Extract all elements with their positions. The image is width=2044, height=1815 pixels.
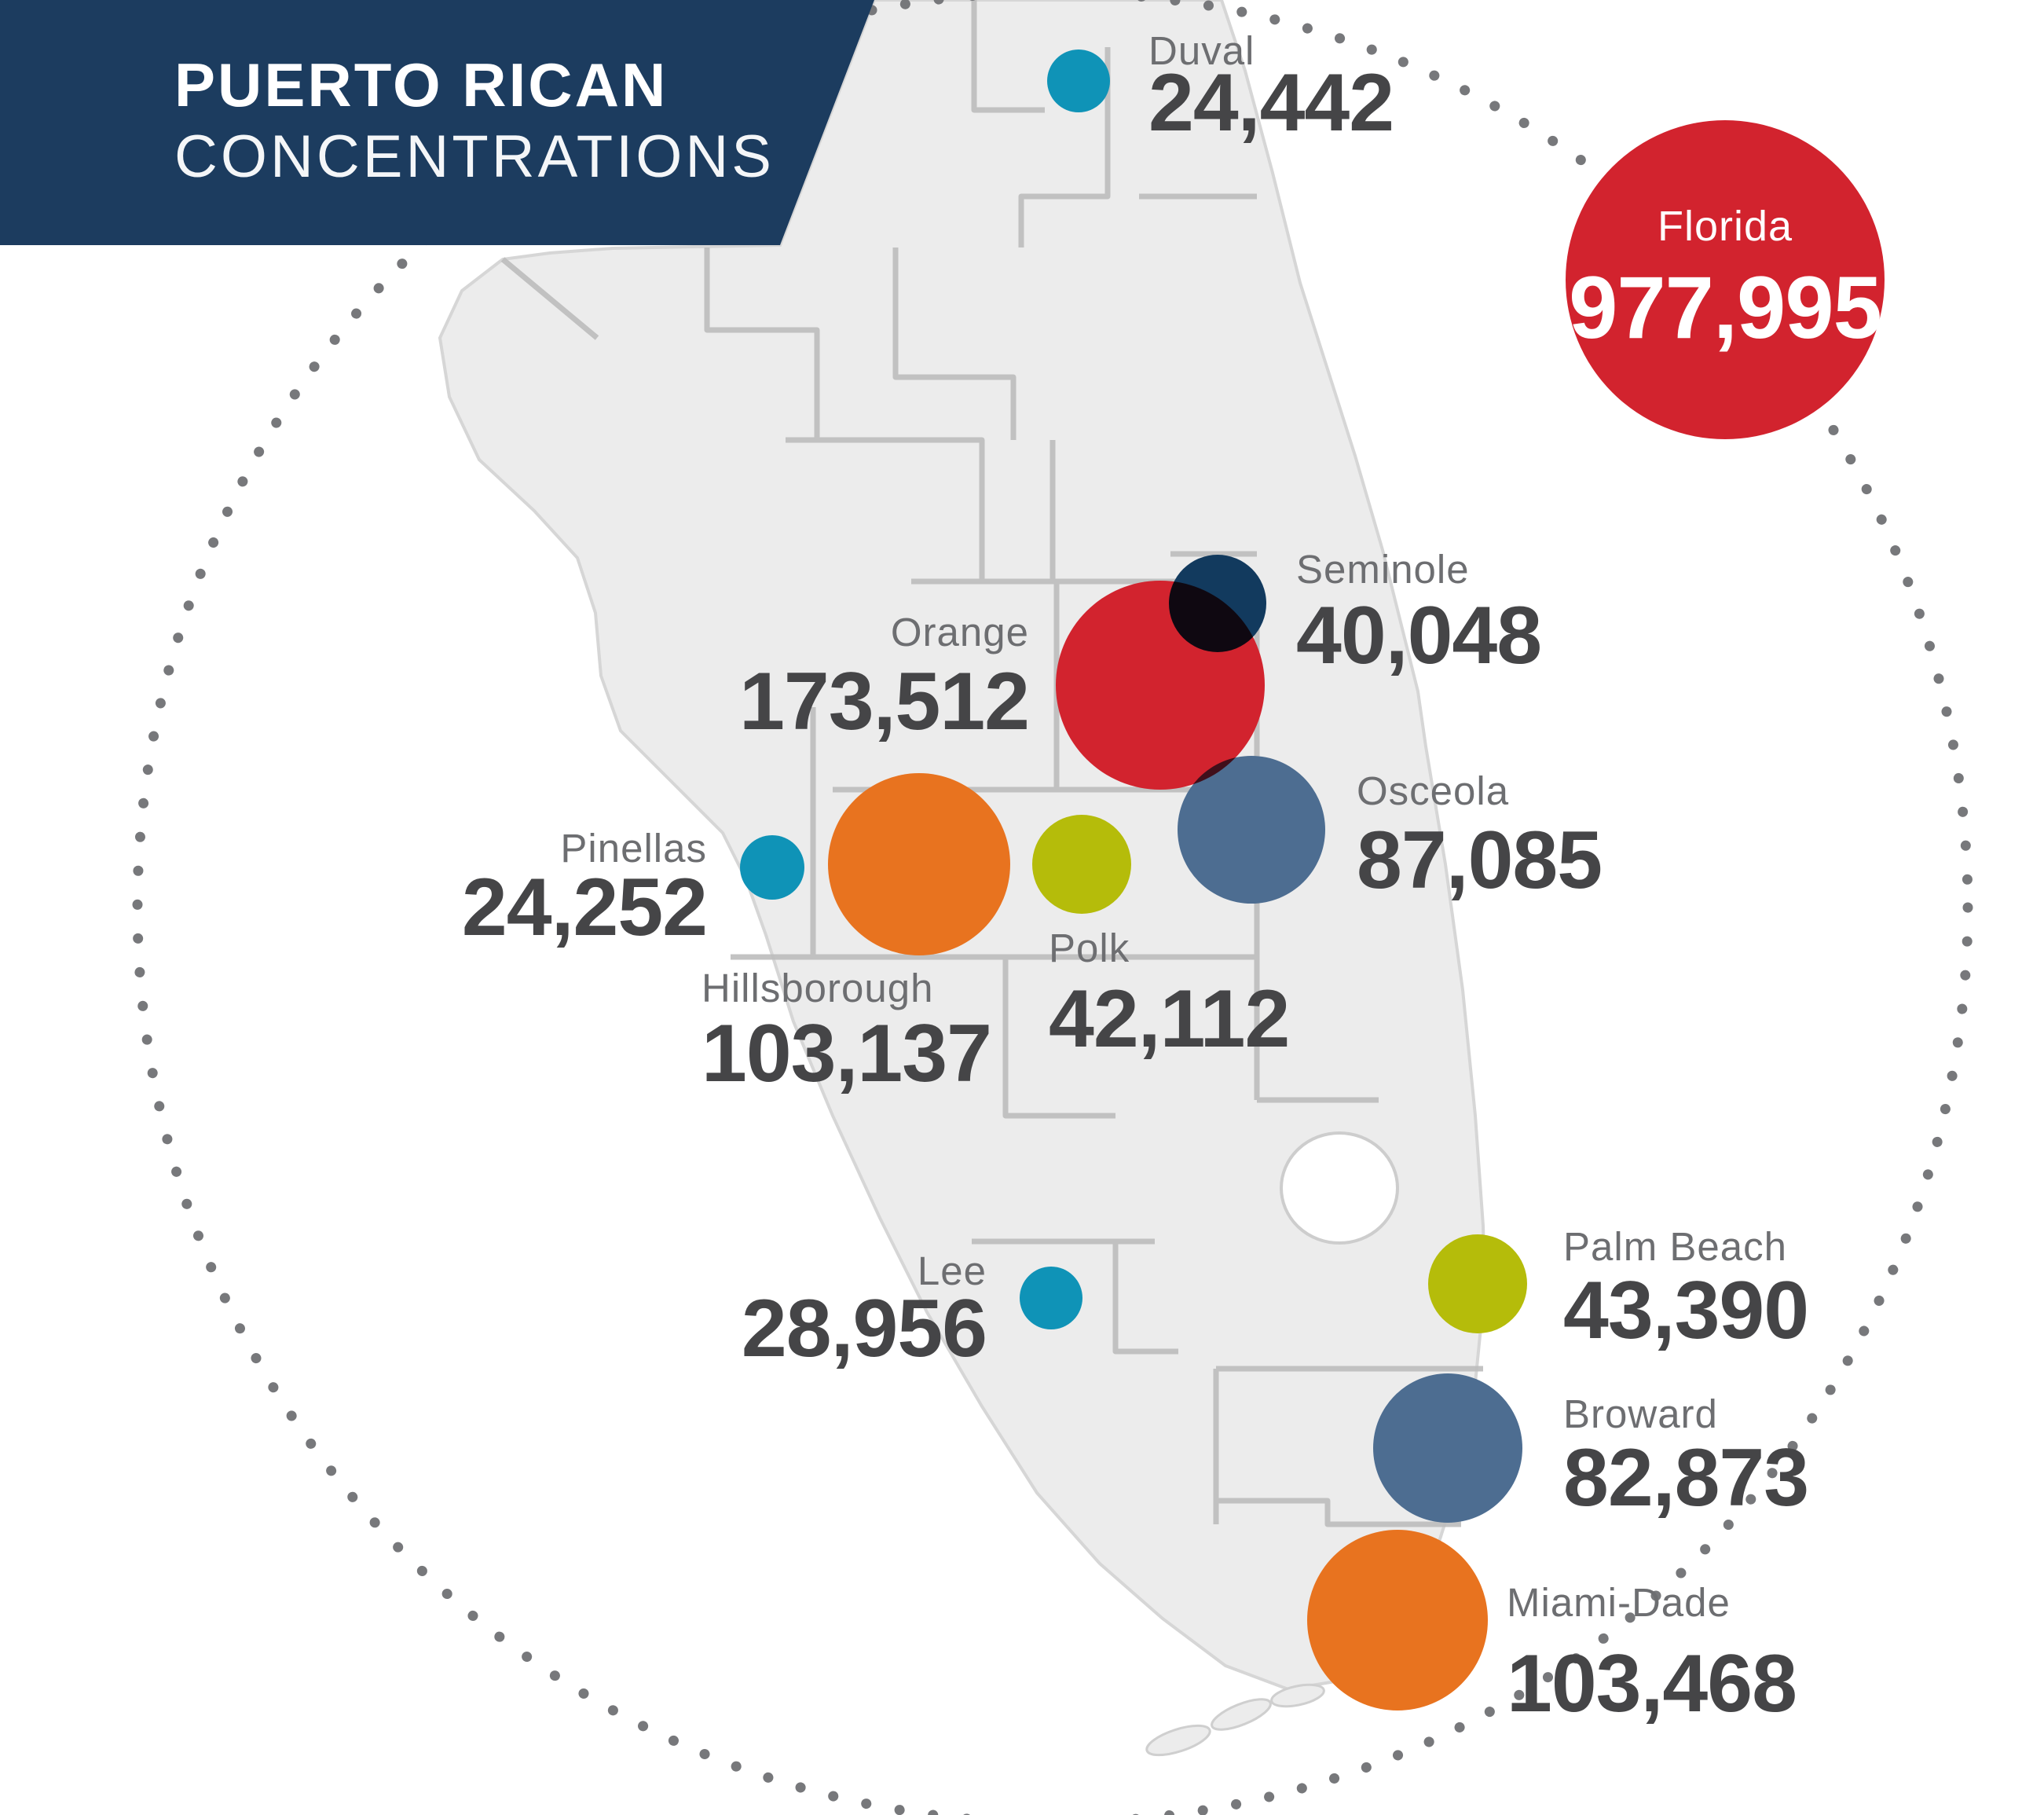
county-name-label: Lee xyxy=(917,1248,987,1293)
county-bubble xyxy=(1178,756,1325,904)
county-name-label: Seminole xyxy=(1296,547,1470,592)
county-bubble xyxy=(1020,1267,1082,1329)
county-name-label: Palm Beach xyxy=(1563,1224,1787,1269)
title-line-1: PUERTO RICAN xyxy=(174,50,669,119)
county-name-label: Osceola xyxy=(1357,768,1510,813)
florida-keys xyxy=(1145,1683,1325,1757)
title-text-block: PUERTO RICAN CONCENTRATIONS xyxy=(174,49,775,193)
county-bubble xyxy=(740,835,804,900)
county-name-label: Orange xyxy=(890,610,1029,654)
county-bubble xyxy=(1307,1530,1488,1710)
county-value-label: 103,468 xyxy=(1507,1638,1797,1729)
county-value-label: 28,956 xyxy=(741,1283,987,1374)
county-value-label: 103,137 xyxy=(701,1008,992,1099)
county-borders xyxy=(500,0,1483,1527)
county-name-label: Polk xyxy=(1049,926,1130,970)
county-value-label: 43,390 xyxy=(1563,1265,1809,1356)
county-name-label: Miami-Dade xyxy=(1507,1580,1731,1625)
county-bubble xyxy=(828,773,1010,955)
title-line-2: CONCENTRATIONS xyxy=(174,123,775,190)
county-name-label: Broward xyxy=(1563,1392,1718,1436)
county-value-label: 42,112 xyxy=(1049,974,1290,1065)
lake-okeechobee xyxy=(1280,1131,1399,1245)
state-total-bubble: Florida 977,995 xyxy=(1566,120,1885,439)
county-value-label: 24,252 xyxy=(461,862,708,953)
county-bubble xyxy=(1047,50,1110,112)
county-bubble xyxy=(1428,1234,1527,1333)
county-bubble xyxy=(1032,815,1131,914)
state-total-label: Florida xyxy=(1657,202,1793,250)
county-bubble xyxy=(1056,581,1265,790)
county-name-label: Duval xyxy=(1148,28,1255,73)
county-bubble xyxy=(1373,1373,1522,1523)
county-value-label: 40,048 xyxy=(1296,590,1542,681)
county-name-label: Pinellas xyxy=(560,826,707,871)
county-value-label: 24,442 xyxy=(1148,57,1394,148)
county-name-label: Hillsborough xyxy=(701,966,934,1010)
county-value-label: 82,873 xyxy=(1563,1432,1809,1524)
county-value-label: 87,085 xyxy=(1357,815,1603,906)
title-banner-shape xyxy=(0,0,874,245)
county-value-label: 173,512 xyxy=(739,656,1030,747)
state-total-value: 977,995 xyxy=(1569,258,1882,357)
title-banner xyxy=(0,0,874,245)
